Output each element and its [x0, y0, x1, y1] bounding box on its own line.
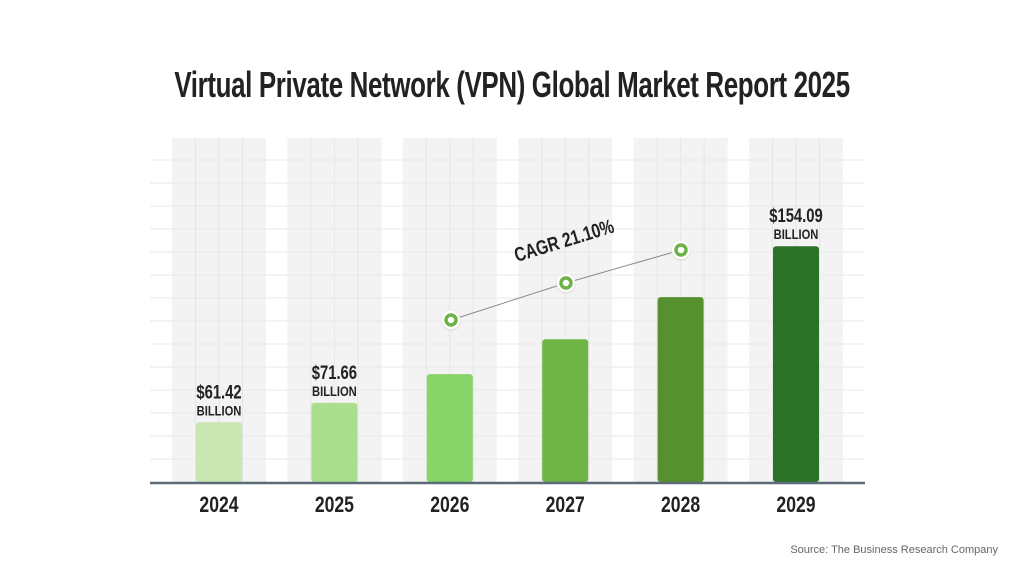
x-tick-label: 2026: [430, 493, 469, 517]
bar-2027: [542, 339, 589, 482]
bar-2029: [773, 246, 819, 482]
chart-title: Virtual Private Network (VPN) Global Mar…: [0, 64, 1024, 106]
bar-2026: [426, 374, 473, 482]
bar-2028: [657, 297, 704, 482]
data-label-unit: BILLION: [197, 403, 242, 418]
data-label-amount: $61.42: [196, 382, 241, 403]
chart-title-text: Virtual Private Network (VPN) Global Mar…: [174, 64, 850, 105]
data-label-unit: BILLION: [774, 227, 819, 242]
x-tick-label: 2025: [315, 493, 354, 517]
grid: [150, 138, 865, 482]
x-tick-label: 2024: [199, 493, 238, 517]
data-label-amount: $71.66: [312, 362, 357, 383]
data-label-unit: BILLION: [312, 384, 357, 399]
cagr-marker: [444, 313, 458, 327]
cagr-marker: [559, 276, 573, 290]
x-tick-label: 2028: [661, 493, 700, 517]
source-note: Source: The Business Research Company: [790, 544, 998, 556]
x-tick-label: 2027: [546, 493, 585, 517]
x-tick-label: 2029: [776, 493, 815, 517]
bar-2024: [196, 422, 242, 482]
bar-2025: [311, 402, 358, 482]
cagr-marker: [674, 243, 688, 257]
data-label-amount: $154.09: [769, 206, 823, 227]
